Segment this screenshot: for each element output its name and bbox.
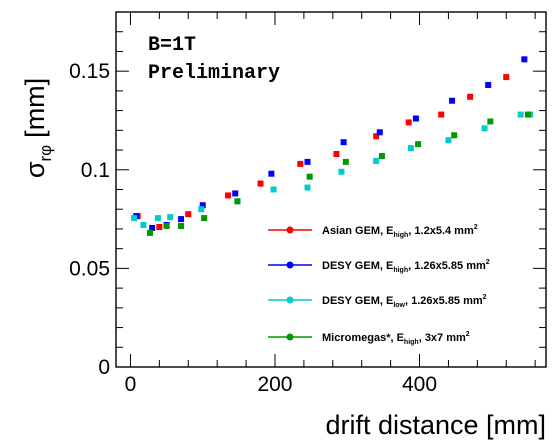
data-points — [131, 56, 534, 236]
legend-label-3: Micromegas*, Ehigh, 3x7 mm2 — [322, 331, 470, 346]
series-1-point — [376, 129, 383, 136]
y-axis-sigma: σ — [20, 161, 50, 178]
series-1-point — [232, 190, 239, 197]
series-1-point — [149, 224, 156, 231]
annotation-preliminary: Preliminary — [148, 62, 280, 85]
series-0-point — [297, 160, 304, 167]
x-axis-title: drift distance [mm] — [325, 410, 546, 440]
series-0-point — [257, 180, 264, 187]
series-1-point — [485, 81, 492, 88]
series-2-point — [407, 145, 414, 152]
axis-ticks — [116, 11, 546, 368]
legend-label-0: Asian GEM, Ehigh, 1.2x5.4 mm2 — [322, 224, 478, 239]
series-0-point — [503, 74, 510, 81]
series-0-point — [405, 119, 412, 126]
series-1-point — [340, 139, 347, 146]
series-1-point — [449, 97, 456, 104]
legend: Asian GEM, Ehigh, 1.2x5.4 mm2 DESY GEM, E… — [268, 224, 490, 346]
series-3-point — [415, 141, 422, 148]
series-0-point — [225, 192, 232, 199]
series-0-point — [156, 223, 163, 230]
series-0-point — [185, 211, 192, 218]
y-axis-unit: [mm] — [20, 78, 50, 138]
series-1-point — [412, 115, 419, 122]
series-2-point — [304, 184, 311, 191]
series-1-point — [199, 202, 206, 209]
legend-marker-3 — [286, 333, 294, 341]
series-3-point — [306, 173, 313, 180]
series-1-point — [178, 216, 185, 223]
legend-label-1: DESY GEM, Ehigh, 1.26x5.85 mm2 — [322, 259, 490, 274]
y-axis-subscript: rφ — [36, 145, 55, 162]
legend-marker-1 — [286, 261, 294, 269]
series-3-point — [342, 158, 349, 165]
series-2-point — [270, 186, 277, 193]
series-0-point — [467, 93, 474, 100]
y-axis-title: σrφ [mm] — [20, 78, 55, 178]
svg-text:σrφ[mm]: σrφ [mm] — [20, 78, 55, 178]
series-2-point — [167, 214, 174, 221]
annotation-field: B=1T — [148, 34, 196, 57]
series-1-point — [521, 56, 528, 63]
series-3-point — [234, 198, 241, 205]
y-tick-label: 0.1 — [81, 159, 110, 182]
series-0-point — [333, 151, 340, 157]
series-3-point — [163, 222, 170, 229]
series-2-point — [154, 215, 161, 222]
series-0-point — [373, 133, 380, 140]
series-2-point — [481, 125, 488, 132]
series-2-point — [517, 111, 524, 118]
series-3-point — [378, 152, 385, 159]
series-0-point — [438, 111, 445, 118]
series-2-point — [198, 206, 205, 213]
legend-label-2: DESY GEM, Elow, 1.26x5.85 mm2 — [322, 294, 487, 309]
series-3-point — [524, 111, 531, 118]
series-2-point — [338, 168, 345, 175]
series-2-point — [445, 137, 452, 144]
series-2-point — [373, 157, 380, 164]
series-3-point — [178, 222, 185, 229]
x-tick-label: 400 — [402, 373, 437, 396]
series-2-point — [131, 215, 138, 222]
tick-labels: 0 200 400 0 0.05 0.1 0.15 — [69, 60, 437, 396]
y-tick-label: 0.05 — [69, 257, 110, 280]
series-3-point — [451, 132, 458, 139]
legend-marker-2 — [286, 296, 294, 304]
series-3-point — [487, 118, 494, 125]
series-1-point — [268, 170, 275, 177]
series-3-point — [201, 215, 208, 222]
legend-marker-0 — [286, 226, 294, 234]
x-tick-label: 200 — [257, 373, 292, 396]
x-tick-label: 0 — [125, 373, 137, 396]
y-tick-label: 0.15 — [69, 60, 110, 83]
series-1-point — [304, 158, 311, 165]
y-tick-label: 0 — [98, 356, 110, 379]
series-2-point — [140, 222, 147, 228]
series-3-point — [146, 229, 153, 236]
